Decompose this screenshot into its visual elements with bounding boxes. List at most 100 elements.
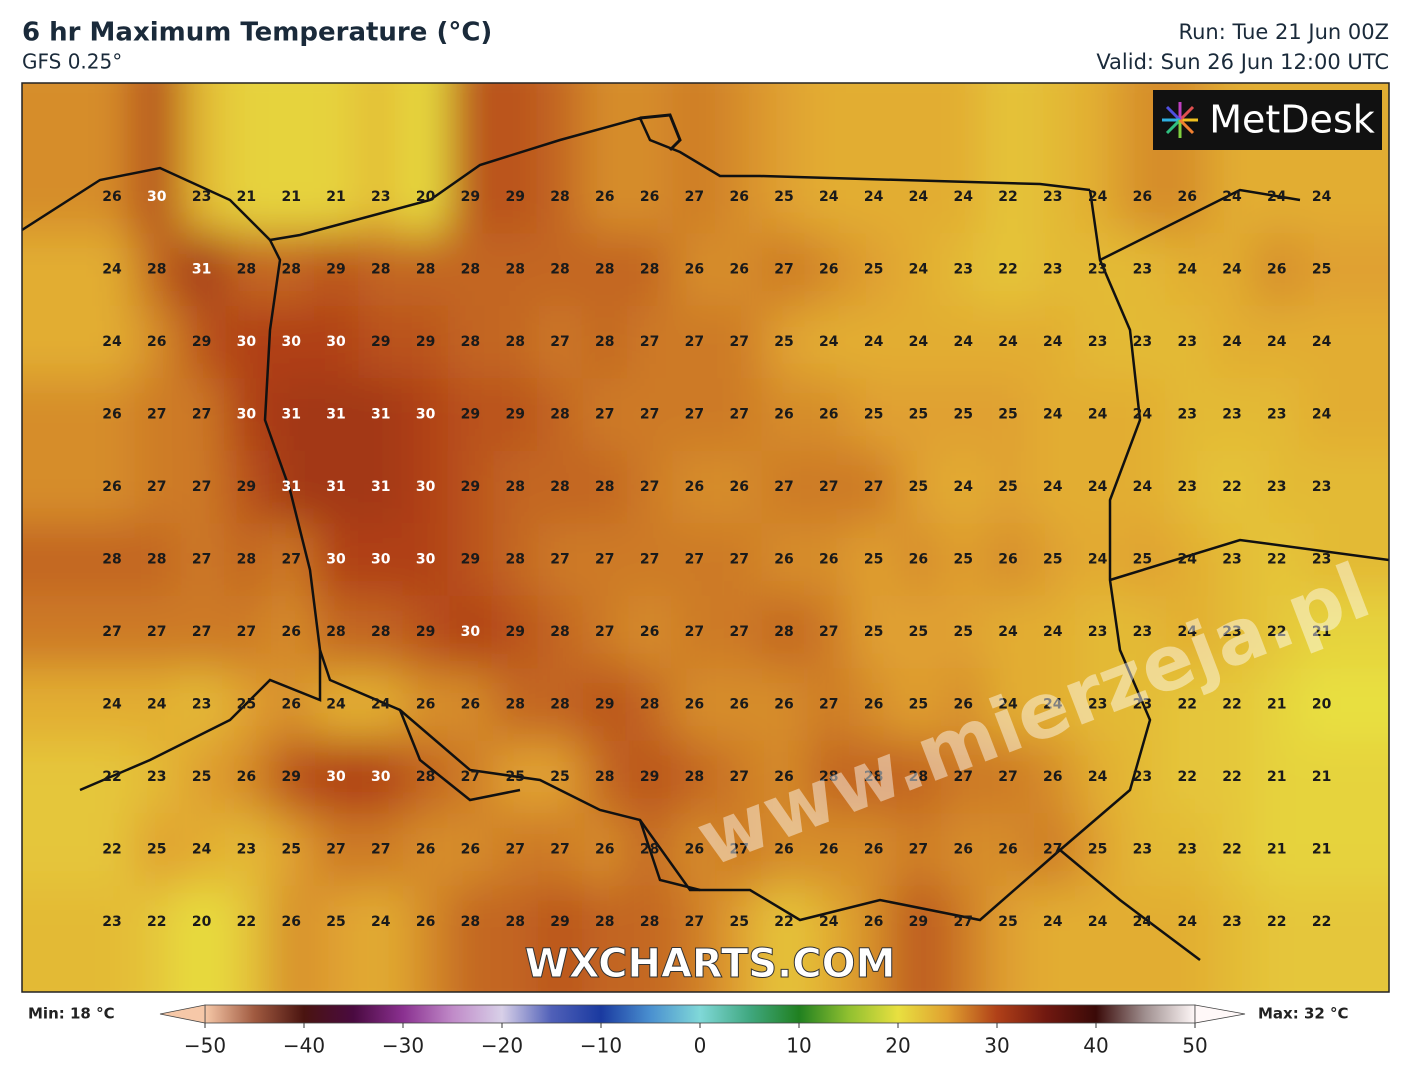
temperature-cell: [940, 595, 987, 670]
temperature-label: 21: [1312, 769, 1331, 785]
temperature-label: 29: [416, 334, 435, 350]
temperature-label: 27: [819, 479, 838, 495]
temperature-label: 24: [1088, 552, 1108, 568]
temperature-label: 24: [909, 189, 929, 205]
temperature-label: 29: [326, 262, 345, 278]
temperature-label: 22: [1222, 697, 1241, 713]
coastline: [22, 116, 1091, 242]
temperature-label: 27: [774, 479, 793, 495]
temperature-label: 23: [1088, 697, 1107, 713]
temperature-cell: [1120, 450, 1166, 525]
temperature-cell: [985, 668, 1032, 742]
temperature-label: 28: [326, 624, 345, 640]
colorbar-tick-label: −20: [481, 1034, 523, 1058]
temperature-label: 24: [1088, 189, 1108, 205]
temperature-cell: [179, 668, 225, 742]
temperature-label: 28: [281, 262, 300, 278]
temperature-label: 27: [729, 624, 748, 640]
temperature-cell: [448, 885, 494, 992]
temperature-label: 24: [1133, 407, 1153, 423]
temperature-label: 21: [281, 189, 300, 205]
temperature-label: 26: [640, 624, 659, 640]
temperature-cell: [896, 83, 942, 235]
temperature-label: 26: [281, 914, 300, 930]
temperature-label: 24: [1133, 479, 1153, 495]
temperature-cell: [851, 305, 897, 380]
temperature-label: 24: [909, 334, 929, 350]
temperature-cell: [1254, 813, 1301, 887]
title: 6 hr Maximum Temperature (°C): [22, 18, 492, 48]
logo-text: MetDesk: [1209, 98, 1375, 142]
temperature-label: 28: [550, 407, 569, 423]
temperature-cell: [537, 668, 584, 742]
temperature-label: 27: [685, 914, 704, 930]
temperature-cell: [940, 885, 987, 992]
temperature-cell: [672, 885, 718, 992]
temperature-cell: [22, 668, 136, 742]
temperature-cell: [1254, 378, 1301, 452]
temperature-cell: [940, 305, 987, 380]
colorbar-tick-label: 40: [1083, 1034, 1108, 1058]
temperature-label: 26: [729, 262, 748, 278]
temperature-label: 22: [998, 262, 1017, 278]
temperature-label: 22: [1222, 769, 1241, 785]
temperature-label: 23: [953, 262, 972, 278]
temperature-cell: [716, 233, 763, 307]
temperature-label: 25: [237, 697, 256, 713]
logo-icon: [1162, 102, 1198, 138]
temperature-cell: [672, 305, 718, 380]
temperature-label: 27: [685, 189, 704, 205]
temperature-cell: [22, 885, 136, 992]
temperature-label: 23: [1133, 769, 1152, 785]
temperature-cell: [22, 740, 136, 815]
temperature-cell: [940, 523, 987, 597]
temperature-label: 26: [1177, 189, 1196, 205]
temperature-label: 25: [281, 842, 300, 858]
temperature-cell: [806, 595, 853, 670]
temperature-label: 24: [326, 697, 346, 713]
temperature-label: 24: [953, 334, 973, 350]
coastline: [639, 113, 682, 152]
temperature-label: 24: [1088, 479, 1108, 495]
temperature-label: 21: [1267, 697, 1286, 713]
temperature-label: 28: [505, 479, 524, 495]
temperature-cell: [537, 813, 584, 887]
temperature-label: 22: [1222, 842, 1241, 858]
temperature-label: 25: [192, 769, 211, 785]
border: [79, 188, 1389, 961]
temperature-label: 27: [550, 334, 569, 350]
temperature-cell: [806, 450, 853, 525]
temperature-cell: [537, 83, 584, 235]
temperature-label: 26: [461, 697, 480, 713]
temperature-label: 24: [1177, 914, 1197, 930]
temperature-label: 27: [640, 552, 659, 568]
temperature-cell: [1120, 595, 1166, 670]
temperature-label: 26: [685, 842, 704, 858]
temperature-label: 24: [864, 189, 884, 205]
temperature-cell: [224, 450, 270, 525]
temperature-cell: [582, 668, 629, 742]
temperature-cell: [582, 885, 629, 992]
temperature-cell: [985, 233, 1032, 307]
temperature-label: 23: [1043, 262, 1062, 278]
temperature-cell: [268, 595, 315, 670]
colorbar-tick-label: −40: [283, 1034, 325, 1058]
temperature-label: 27: [909, 842, 928, 858]
temperature-cell: [985, 885, 1032, 992]
temperature-label: 24: [819, 914, 839, 930]
temperature-label: 27: [237, 624, 256, 640]
temperature-label: 24: [1312, 189, 1332, 205]
temperature-label: 31: [371, 407, 390, 423]
temperature-label: 24: [953, 189, 973, 205]
temperature-cell: [403, 885, 449, 992]
temperature-cell: [224, 233, 270, 307]
temperature-cell: [1164, 813, 1211, 887]
temperature-label: 30: [237, 407, 257, 423]
temperature-label: 26: [953, 697, 972, 713]
temperature-cell: [1120, 740, 1166, 815]
temperature-label: 26: [416, 914, 435, 930]
temperature-cell: [761, 305, 808, 380]
temperature-label: 24: [1267, 189, 1287, 205]
temperature-label: 29: [281, 769, 300, 785]
temperature-cell: [1209, 233, 1256, 307]
